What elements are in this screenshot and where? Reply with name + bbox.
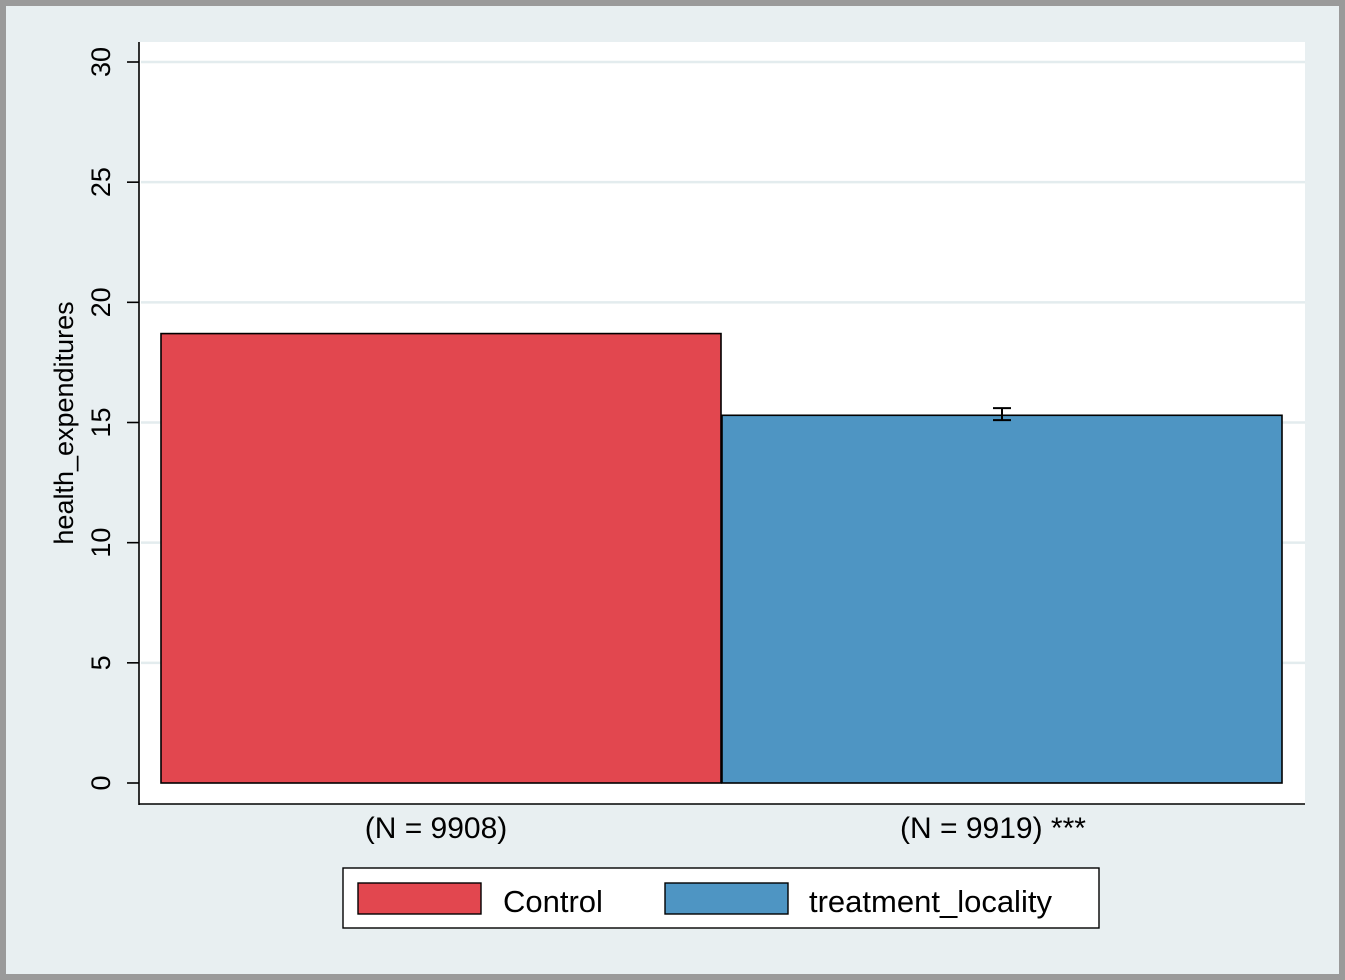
bars <box>160 332 1283 784</box>
x-tick-label: (N = 9919) *** <box>900 812 1086 845</box>
y-ticks: 0 5 10 15 20 25 30 <box>86 47 139 791</box>
legend: Control treatment_locality <box>342 867 1100 929</box>
error-bars <box>993 407 1011 422</box>
x-tick-label: (N = 9908) <box>365 812 508 845</box>
legend-label-control: Control <box>503 884 603 919</box>
y-tick-label: 15 <box>86 407 116 437</box>
y-tick-label: 25 <box>86 167 116 197</box>
y-tick-label: 5 <box>86 655 116 670</box>
y-tick-label: 20 <box>86 287 116 317</box>
legend-swatch-treatment-locality <box>664 882 789 915</box>
y-axis-label: health_expenditures <box>49 301 79 544</box>
axes <box>138 42 1305 805</box>
y-tick-label: 0 <box>86 775 116 790</box>
bar-control <box>160 332 722 784</box>
bar-treatment-locality <box>721 414 1283 784</box>
x-tick-labels: (N = 9908) (N = 9919) *** <box>365 812 1087 845</box>
y-tick-label: 10 <box>86 528 116 558</box>
y-tick-label: 30 <box>86 47 116 77</box>
legend-swatch-control <box>357 882 482 915</box>
legend-label-treatment-locality: treatment_locality <box>809 884 1052 919</box>
